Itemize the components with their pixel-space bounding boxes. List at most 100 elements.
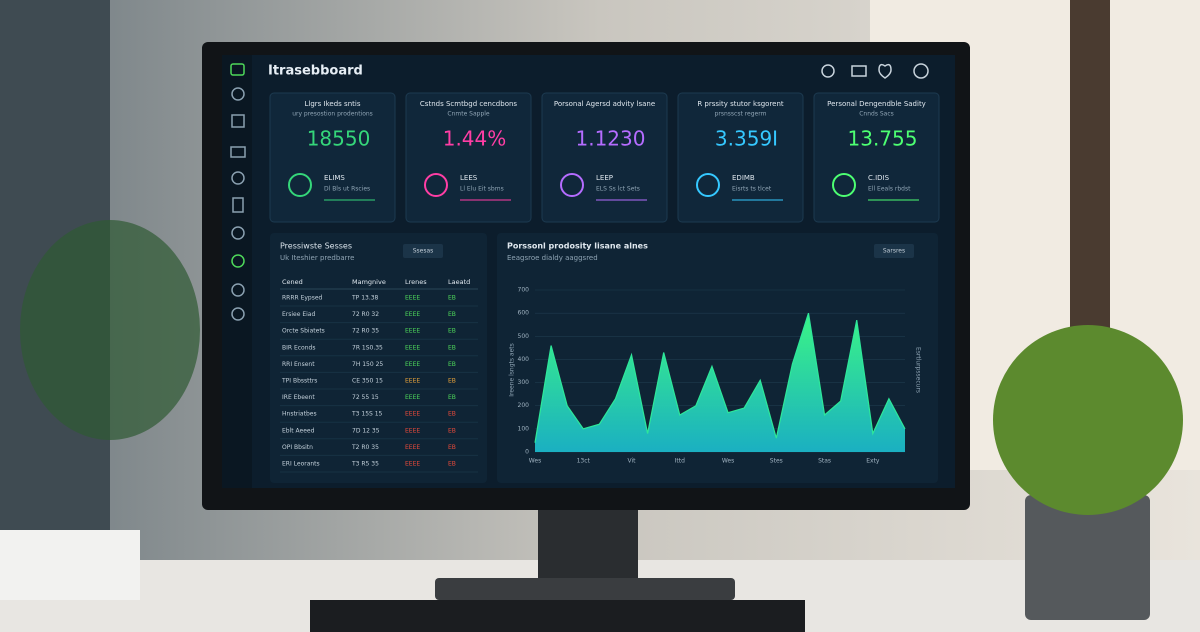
table-cell: EB: [448, 378, 456, 385]
table-cell: EB: [448, 427, 456, 434]
table-cell: 7R 1S0.35: [352, 344, 383, 351]
plant-right: [993, 325, 1183, 515]
kpi-note: Ll Elu Eit sbms: [460, 186, 504, 193]
table-cell: EEEE: [405, 295, 420, 302]
table-cell: T2 R0 35: [351, 444, 379, 451]
table-cell: RRRR Eypsed: [282, 295, 323, 302]
kpi-subtitle: Cnnds Sacs: [859, 111, 894, 118]
kpi-value: 3.359I: [715, 127, 778, 151]
table-button-label[interactable]: Ssesas: [413, 248, 434, 255]
app-title: Itrasebboard: [268, 64, 363, 79]
sidebar: [222, 55, 252, 488]
table-title: Pressiwste Sesses: [280, 242, 352, 251]
sidebar-icons: [230, 63, 246, 321]
table-cell: 72 R0 35: [352, 328, 379, 335]
kpi-title: Llgrs Ikeds sntis: [305, 100, 361, 108]
kpi-value: 1.44%: [443, 127, 507, 151]
kpi-title: Porsonal Agersd advity lsane: [554, 100, 655, 108]
kpi-note: Dl Bls ut Rscies: [324, 186, 370, 193]
table-cell: EEEE: [405, 427, 420, 434]
kpi-card: [813, 92, 940, 223]
x-tick-label: Ittd: [675, 458, 685, 465]
papers: [0, 530, 140, 600]
kpi-title: Personal Dengendble Sadity: [827, 100, 926, 108]
table-cell: CE 350 15: [352, 378, 383, 385]
kpi-icon: [424, 173, 448, 197]
pot: [1025, 495, 1150, 620]
x-tick-label: Wes: [529, 458, 541, 465]
table-cell: Ersiee Eiad: [282, 311, 315, 318]
x-tick-label: Stas: [818, 458, 831, 465]
table-cell: EB: [448, 344, 456, 351]
kpi-value: 13.755: [848, 127, 918, 151]
y-axis-label: Ireene lsngts aets: [509, 343, 516, 397]
table-header: Cened: [282, 278, 303, 286]
table-cell: EEEE: [405, 444, 420, 451]
kpi-card: [677, 92, 804, 223]
plant-left: [20, 220, 200, 440]
table-cell: 72 R0 32: [352, 311, 379, 318]
table-cell: 72 55 15: [352, 394, 379, 401]
table-header: Lrenes: [405, 278, 427, 286]
table-button[interactable]: [403, 244, 443, 258]
table-cell: EEEE: [405, 461, 420, 468]
x-tick-label: Wes: [722, 458, 734, 465]
table-panel: [270, 233, 487, 483]
kpi-label: LEES: [460, 174, 478, 182]
table-header: Mamgnive: [352, 278, 386, 286]
kpi-icon: [832, 173, 856, 197]
kpi-note: ELS Ss lct Sets: [596, 186, 640, 193]
kpi-icon: [288, 173, 312, 197]
area-line: [534, 312, 906, 443]
y-tick-label: 200: [518, 402, 530, 409]
kpi-note: Ell Eeals rbdst: [868, 186, 911, 193]
table-cell: EEEE: [405, 394, 420, 401]
y-tick-label: 700: [518, 287, 530, 294]
y-tick-label: 600: [518, 310, 530, 317]
monitor-base: [435, 578, 735, 600]
y2-axis-label: Esrtlurpssecurs: [915, 347, 922, 393]
table-cell: IRE Ebeent: [282, 394, 315, 401]
header-icons[interactable]: [821, 63, 929, 79]
kpi-title: R prssity stutor ksgorent: [697, 100, 784, 108]
kpi-title: Cstnds Scmtbgd cencdbons: [420, 100, 517, 108]
table-cell: EB: [448, 361, 456, 368]
table-cell: EB: [448, 461, 456, 468]
x-tick-label: Stes: [770, 458, 783, 465]
area: [535, 313, 905, 452]
kpi-label: C.IDIS: [868, 174, 890, 182]
x-tick-label: Vit: [628, 458, 637, 465]
keyboard: [310, 600, 805, 632]
kpi-icon: [696, 173, 720, 197]
kpi-label: LEEP: [596, 174, 613, 182]
table-cell: EB: [448, 444, 456, 451]
table-cell: BIR Econds: [282, 344, 315, 351]
y-tick-label: 500: [518, 333, 530, 340]
table-cell: EB: [448, 394, 456, 401]
table-cell: Eblt Aeeed: [282, 427, 315, 434]
kpi-label: ELIMS: [324, 174, 345, 182]
table-header: Laeatd: [448, 278, 470, 286]
table-cell: 7H 150 25: [352, 361, 383, 368]
kpi-card: [541, 92, 668, 223]
y-tick-label: 0: [525, 449, 529, 456]
y-tick-label: 400: [518, 356, 530, 363]
y-tick-label: 100: [518, 425, 530, 432]
table-cell: EEEE: [405, 411, 420, 418]
table-cell: EB: [448, 328, 456, 335]
table-cell: EEEE: [405, 328, 420, 335]
table-cell: EEEE: [405, 378, 420, 385]
table-subtitle: Uk Iteshier predbarre: [280, 254, 354, 262]
chart-button-label[interactable]: Sarsres: [883, 248, 905, 255]
kpi-subtitle: ury presostion prodentions: [292, 111, 373, 118]
table-cell: T3 R5 35: [351, 461, 379, 468]
table-cell: EEEE: [405, 311, 420, 318]
table-cell: TPI Bbssttrs: [281, 378, 317, 385]
kpi-subtitle: Cnmte Sapple: [447, 111, 490, 118]
chart-title: Porssonl prodosity lisane alnes: [507, 242, 648, 251]
x-tick-label: Exty: [866, 458, 880, 465]
chart-button[interactable]: [874, 244, 914, 258]
table-cell: T3 15S 15: [351, 411, 383, 418]
